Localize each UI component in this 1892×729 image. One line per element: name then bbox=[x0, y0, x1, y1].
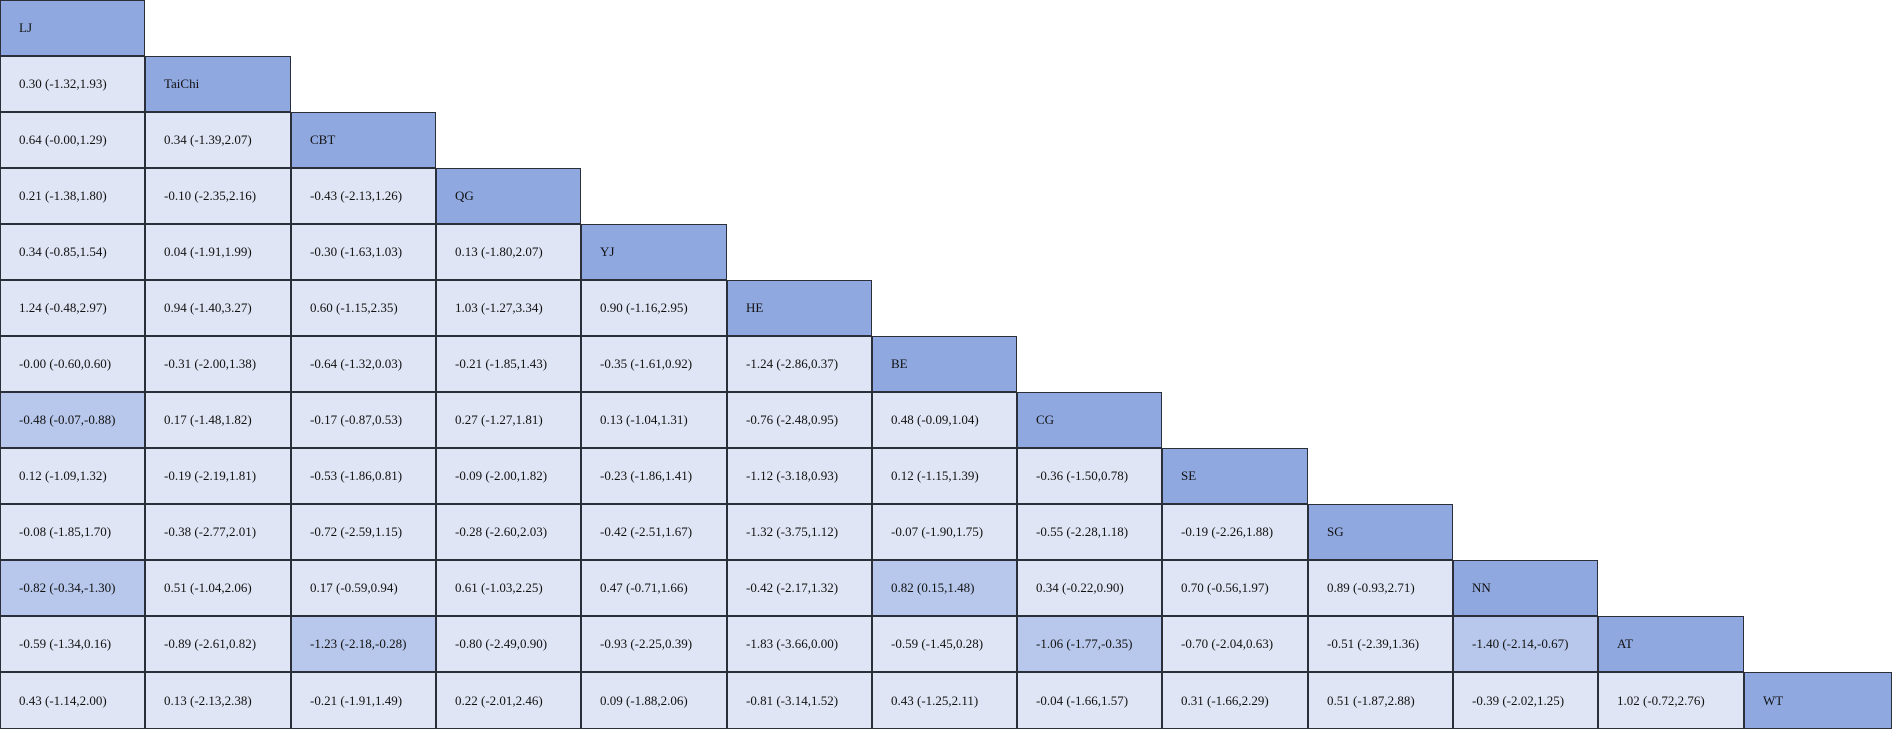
comparison-cell-nn-vs-cbt: 0.17 (-0.59,0.94) bbox=[291, 560, 436, 616]
comparison-cell-sg-vs-taichi: -0.38 (-2.77,2.01) bbox=[145, 504, 291, 560]
comparison-cell-cg-vs-he: -0.76 (-2.48,0.95) bbox=[727, 392, 872, 448]
comparison-cell-nn-vs-taichi: 0.51 (-1.04,2.06) bbox=[145, 560, 291, 616]
treatment-label-lj: LJ bbox=[0, 0, 145, 56]
comparison-cell-at-vs-cg: -1.06 (-1.77,-0.35) bbox=[1017, 616, 1162, 672]
comparison-cell-he-vs-cbt: 0.60 (-1.15,2.35) bbox=[291, 280, 436, 336]
treatment-label-at: AT bbox=[1598, 616, 1744, 672]
comparison-cell-at-vs-sg: -0.51 (-2.39,1.36) bbox=[1308, 616, 1453, 672]
comparison-cell-he-vs-lj: 1.24 (-0.48,2.97) bbox=[0, 280, 145, 336]
treatment-label-taichi: TaiChi bbox=[145, 56, 291, 112]
treatment-label-cg: CG bbox=[1017, 392, 1162, 448]
treatment-label-sg: SG bbox=[1308, 504, 1453, 560]
comparison-cell-he-vs-taichi: 0.94 (-1.40,3.27) bbox=[145, 280, 291, 336]
comparison-cell-nn-vs-he: -0.42 (-2.17,1.32) bbox=[727, 560, 872, 616]
comparison-cell-cbt-vs-lj: 0.64 (-0.00,1.29) bbox=[0, 112, 145, 168]
comparison-cell-sg-vs-se: -0.19 (-2.26,1.88) bbox=[1162, 504, 1308, 560]
treatment-label-he: HE bbox=[727, 280, 872, 336]
treatment-label-yj: YJ bbox=[581, 224, 727, 280]
comparison-cell-nn-vs-be: 0.82 (0.15,1.48) bbox=[872, 560, 1017, 616]
comparison-cell-at-vs-be: -0.59 (-1.45,0.28) bbox=[872, 616, 1017, 672]
treatment-label-qg: QG bbox=[436, 168, 581, 224]
comparison-cell-cg-vs-be: 0.48 (-0.09,1.04) bbox=[872, 392, 1017, 448]
comparison-cell-sg-vs-be: -0.07 (-1.90,1.75) bbox=[872, 504, 1017, 560]
comparison-cell-wt-vs-at: 1.02 (-0.72,2.76) bbox=[1598, 672, 1744, 729]
comparison-cell-cg-vs-taichi: 0.17 (-1.48,1.82) bbox=[145, 392, 291, 448]
comparison-cell-yj-vs-taichi: 0.04 (-1.91,1.99) bbox=[145, 224, 291, 280]
comparison-cell-wt-vs-qg: 0.22 (-2.01,2.46) bbox=[436, 672, 581, 729]
comparison-cell-yj-vs-qg: 0.13 (-1.80,2.07) bbox=[436, 224, 581, 280]
comparison-cell-se-vs-cbt: -0.53 (-1.86,0.81) bbox=[291, 448, 436, 504]
comparison-cell-nn-vs-qg: 0.61 (-1.03,2.25) bbox=[436, 560, 581, 616]
comparison-cell-se-vs-yj: -0.23 (-1.86,1.41) bbox=[581, 448, 727, 504]
comparison-cell-sg-vs-lj: -0.08 (-1.85,1.70) bbox=[0, 504, 145, 560]
comparison-cell-qg-vs-lj: 0.21 (-1.38,1.80) bbox=[0, 168, 145, 224]
comparison-cell-yj-vs-lj: 0.34 (-0.85,1.54) bbox=[0, 224, 145, 280]
comparison-cell-at-vs-lj: -0.59 (-1.34,0.16) bbox=[0, 616, 145, 672]
comparison-cell-se-vs-qg: -0.09 (-2.00,1.82) bbox=[436, 448, 581, 504]
comparison-cell-sg-vs-cg: -0.55 (-2.28,1.18) bbox=[1017, 504, 1162, 560]
comparison-cell-wt-vs-taichi: 0.13 (-2.13,2.38) bbox=[145, 672, 291, 729]
comparison-cell-be-vs-cbt: -0.64 (-1.32,0.03) bbox=[291, 336, 436, 392]
comparison-cell-be-vs-qg: -0.21 (-1.85,1.43) bbox=[436, 336, 581, 392]
treatment-label-se: SE bbox=[1162, 448, 1308, 504]
comparison-cell-se-vs-lj: 0.12 (-1.09,1.32) bbox=[0, 448, 145, 504]
comparison-cell-sg-vs-cbt: -0.72 (-2.59,1.15) bbox=[291, 504, 436, 560]
comparison-cell-yj-vs-cbt: -0.30 (-1.63,1.03) bbox=[291, 224, 436, 280]
treatment-label-be: BE bbox=[872, 336, 1017, 392]
comparison-cell-cg-vs-yj: 0.13 (-1.04,1.31) bbox=[581, 392, 727, 448]
comparison-cell-be-vs-taichi: -0.31 (-2.00,1.38) bbox=[145, 336, 291, 392]
comparison-cell-he-vs-qg: 1.03 (-1.27,3.34) bbox=[436, 280, 581, 336]
comparison-cell-wt-vs-lj: 0.43 (-1.14,2.00) bbox=[0, 672, 145, 729]
comparison-cell-sg-vs-qg: -0.28 (-2.60,2.03) bbox=[436, 504, 581, 560]
comparison-cell-qg-vs-taichi: -0.10 (-2.35,2.16) bbox=[145, 168, 291, 224]
comparison-cell-at-vs-he: -1.83 (-3.66,0.00) bbox=[727, 616, 872, 672]
comparison-cell-nn-vs-se: 0.70 (-0.56,1.97) bbox=[1162, 560, 1308, 616]
comparison-cell-nn-vs-sg: 0.89 (-0.93,2.71) bbox=[1308, 560, 1453, 616]
comparison-cell-at-vs-yj: -0.93 (-2.25,0.39) bbox=[581, 616, 727, 672]
comparison-cell-he-vs-yj: 0.90 (-1.16,2.95) bbox=[581, 280, 727, 336]
comparison-cell-se-vs-taichi: -0.19 (-2.19,1.81) bbox=[145, 448, 291, 504]
comparison-cell-nn-vs-lj: -0.82 (-0.34,-1.30) bbox=[0, 560, 145, 616]
comparison-cell-cg-vs-lj: -0.48 (-0.07,-0.88) bbox=[0, 392, 145, 448]
comparison-cell-wt-vs-se: 0.31 (-1.66,2.29) bbox=[1162, 672, 1308, 729]
comparison-cell-wt-vs-yj: 0.09 (-1.88,2.06) bbox=[581, 672, 727, 729]
comparison-cell-sg-vs-he: -1.32 (-3.75,1.12) bbox=[727, 504, 872, 560]
comparison-cell-taichi-vs-lj: 0.30 (-1.32,1.93) bbox=[0, 56, 145, 112]
comparison-cell-cbt-vs-taichi: 0.34 (-1.39,2.07) bbox=[145, 112, 291, 168]
treatment-label-cbt: CBT bbox=[291, 112, 436, 168]
comparison-cell-nn-vs-yj: 0.47 (-0.71,1.66) bbox=[581, 560, 727, 616]
comparison-cell-cg-vs-qg: 0.27 (-1.27,1.81) bbox=[436, 392, 581, 448]
comparison-cell-at-vs-qg: -0.80 (-2.49,0.90) bbox=[436, 616, 581, 672]
comparison-cell-at-vs-taichi: -0.89 (-2.61,0.82) bbox=[145, 616, 291, 672]
comparison-cell-be-vs-he: -1.24 (-2.86,0.37) bbox=[727, 336, 872, 392]
treatment-label-nn: NN bbox=[1453, 560, 1598, 616]
comparison-cell-wt-vs-nn: -0.39 (-2.02,1.25) bbox=[1453, 672, 1598, 729]
treatment-label-wt: WT bbox=[1744, 672, 1892, 729]
comparison-cell-wt-vs-sg: 0.51 (-1.87,2.88) bbox=[1308, 672, 1453, 729]
comparison-cell-wt-vs-be: 0.43 (-1.25,2.11) bbox=[872, 672, 1017, 729]
comparison-cell-cg-vs-cbt: -0.17 (-0.87,0.53) bbox=[291, 392, 436, 448]
comparison-cell-wt-vs-cbt: -0.21 (-1.91,1.49) bbox=[291, 672, 436, 729]
comparison-cell-wt-vs-cg: -0.04 (-1.66,1.57) bbox=[1017, 672, 1162, 729]
comparison-cell-se-vs-cg: -0.36 (-1.50,0.78) bbox=[1017, 448, 1162, 504]
comparison-cell-be-vs-lj: -0.00 (-0.60,0.60) bbox=[0, 336, 145, 392]
comparison-cell-at-vs-cbt: -1.23 (-2.18,-0.28) bbox=[291, 616, 436, 672]
comparison-cell-wt-vs-he: -0.81 (-3.14,1.52) bbox=[727, 672, 872, 729]
comparison-cell-at-vs-nn: -1.40 (-2.14,-0.67) bbox=[1453, 616, 1598, 672]
comparison-cell-be-vs-yj: -0.35 (-1.61,0.92) bbox=[581, 336, 727, 392]
comparison-cell-nn-vs-cg: 0.34 (-0.22,0.90) bbox=[1017, 560, 1162, 616]
comparison-cell-at-vs-se: -0.70 (-2.04,0.63) bbox=[1162, 616, 1308, 672]
comparison-cell-sg-vs-yj: -0.42 (-2.51,1.67) bbox=[581, 504, 727, 560]
comparison-cell-se-vs-be: 0.12 (-1.15,1.39) bbox=[872, 448, 1017, 504]
comparison-cell-se-vs-he: -1.12 (-3.18,0.93) bbox=[727, 448, 872, 504]
comparison-cell-qg-vs-cbt: -0.43 (-2.13,1.26) bbox=[291, 168, 436, 224]
